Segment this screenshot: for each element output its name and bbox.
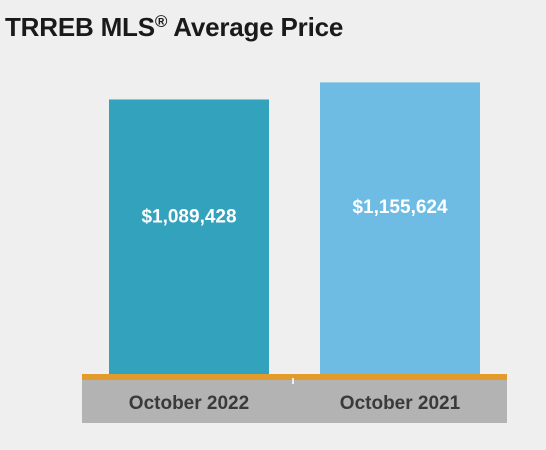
registered-mark: ®	[154, 12, 168, 31]
bar-2	[320, 82, 480, 380]
labels-layer: $1,089,428 October 2022 $1,155,624 October …	[129, 197, 461, 414]
bar-value-label-2: $1,155,624	[352, 197, 448, 218]
baseline-axis-line	[82, 374, 507, 380]
category-axis-band	[82, 378, 507, 423]
chart-title: TRREB MLS® Average Price	[5, 12, 343, 43]
category-label-2: October 2021	[340, 393, 461, 414]
bar-value-label-1: $1,089,428	[141, 206, 236, 227]
bar-1	[109, 99, 269, 380]
category-divider	[292, 378, 294, 384]
bars-layer	[109, 82, 480, 380]
title-main: TRREB MLS	[5, 12, 155, 42]
category-label-1: October 2022	[129, 393, 249, 414]
title-rest: Average Price	[167, 12, 344, 42]
